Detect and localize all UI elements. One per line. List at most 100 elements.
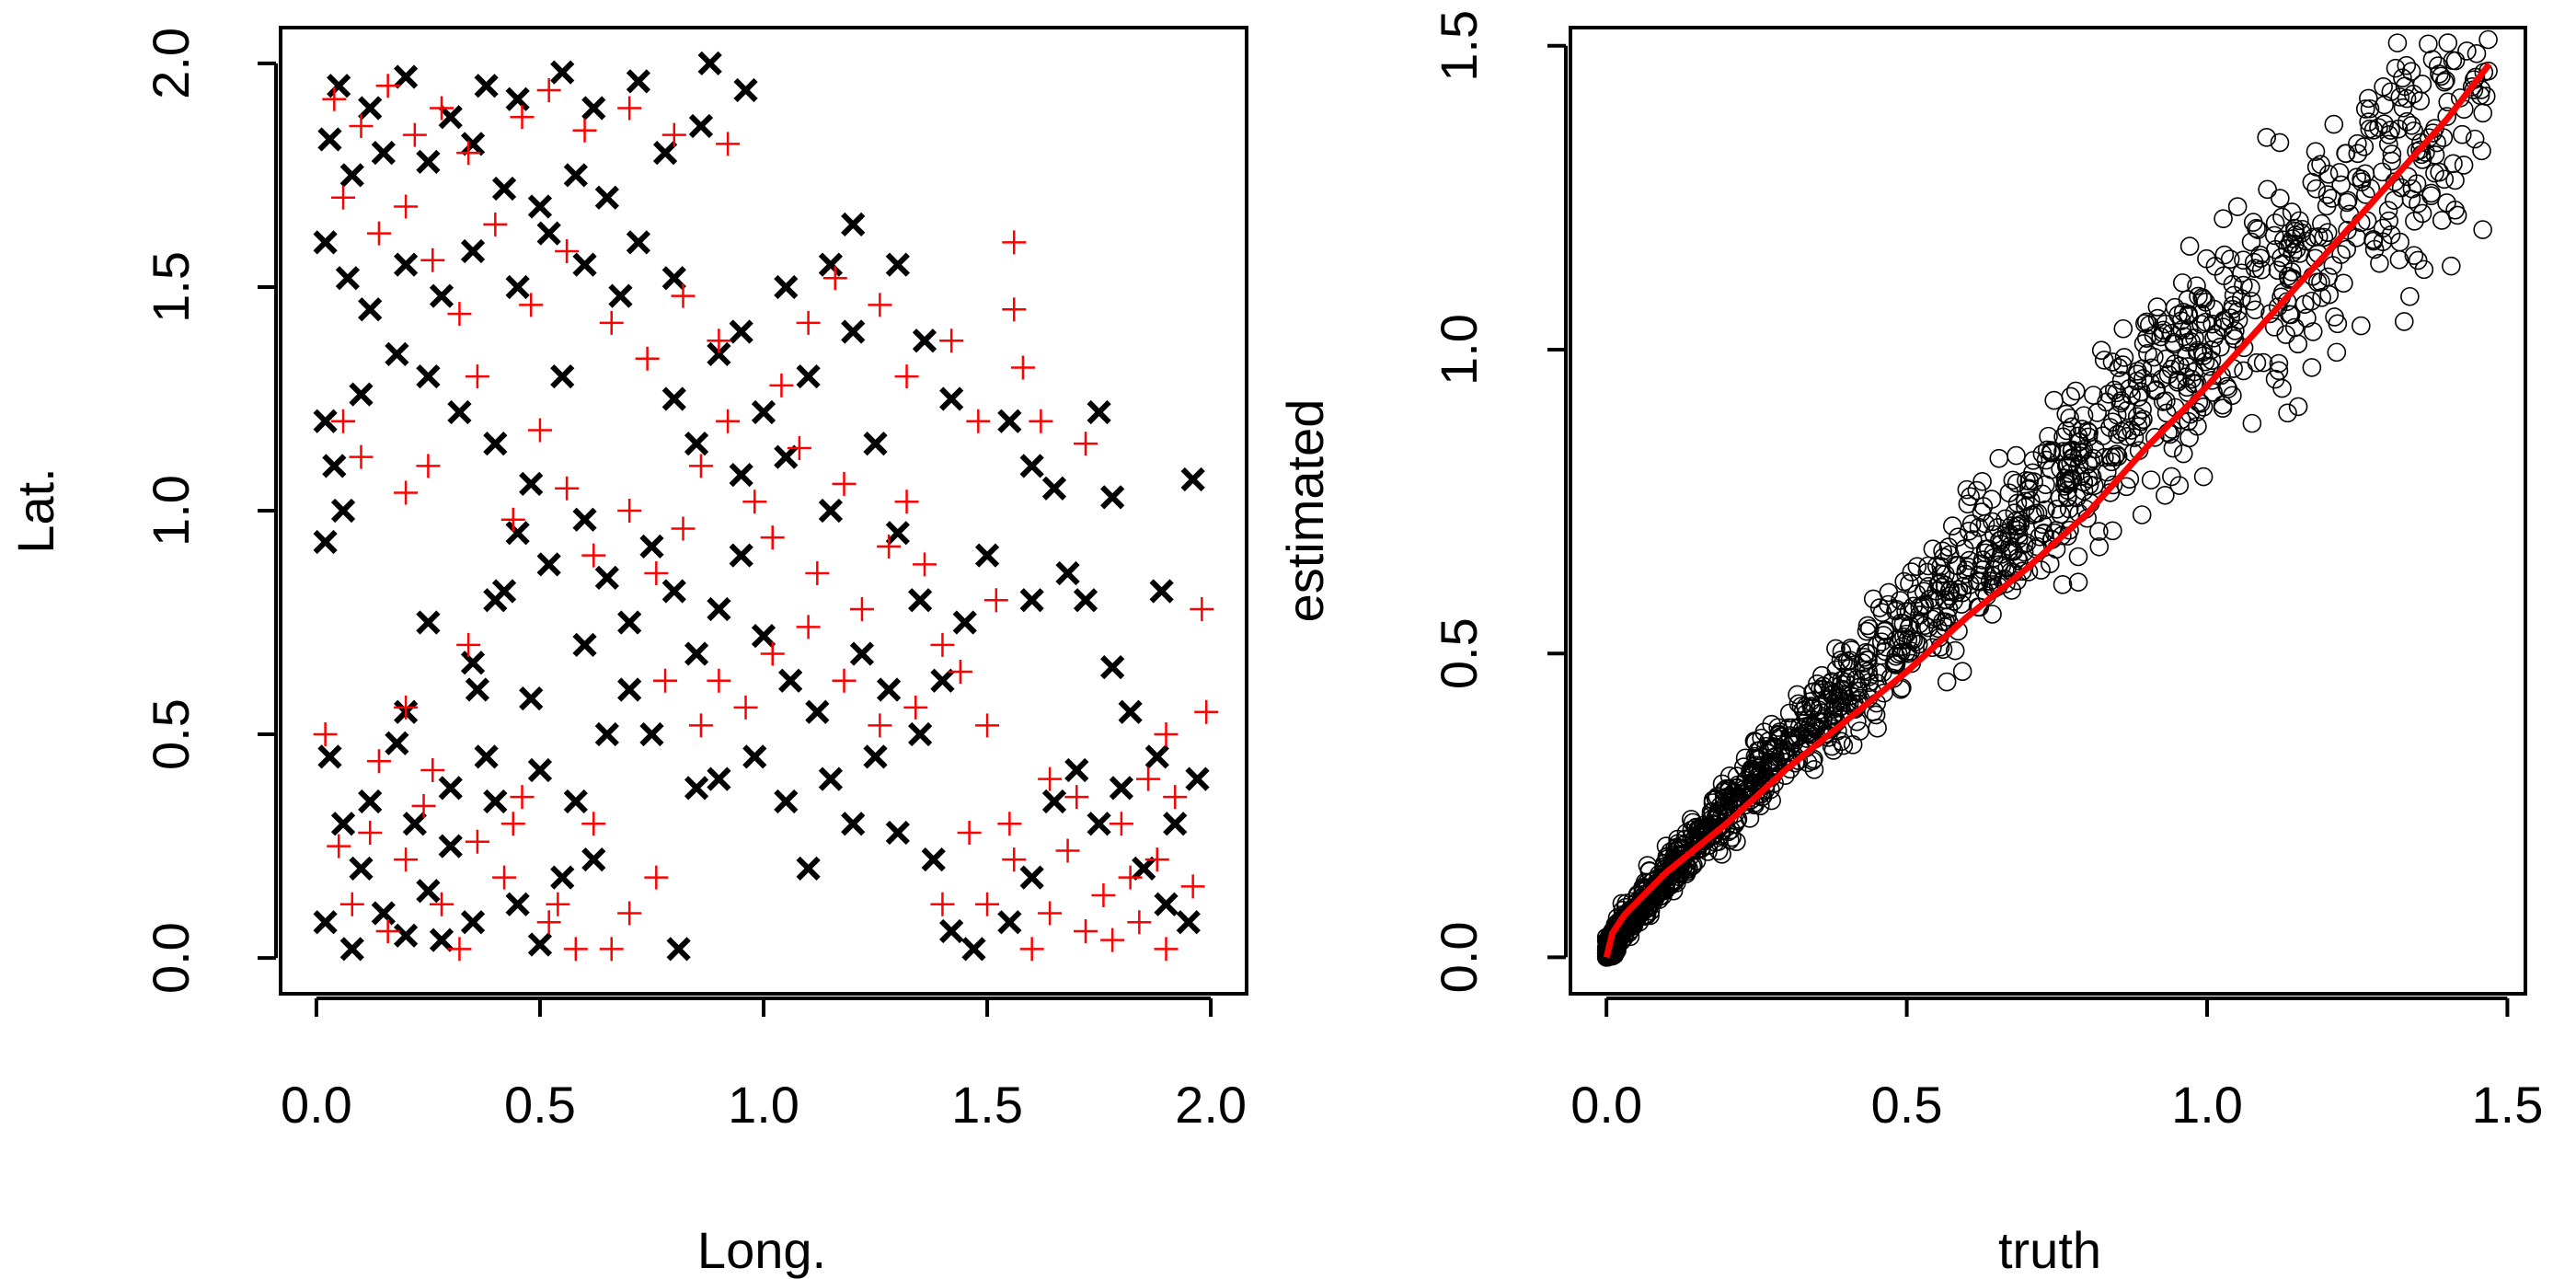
black-x-point: [1185, 766, 1210, 791]
circle-point: [1701, 806, 1721, 826]
circle-point: [2278, 403, 2297, 423]
circle-point: [2087, 403, 2107, 422]
left-x-tick-label: 1.0: [728, 1076, 799, 1134]
circle-point: [1989, 448, 2009, 468]
circle-point: [2211, 337, 2230, 357]
black-x-point: [483, 789, 508, 814]
black-x-point: [317, 744, 342, 769]
circle-point: [2073, 442, 2092, 462]
circle-point: [2079, 422, 2099, 443]
circle-point: [2336, 144, 2355, 163]
red-plus-point: [913, 552, 937, 577]
circle-point: [2173, 444, 2193, 464]
black-x-point: [912, 328, 937, 353]
circle-point: [2111, 421, 2132, 442]
circle-point: [1687, 835, 1708, 856]
red-plus-point: [1038, 766, 1063, 791]
black-x-point: [617, 677, 642, 702]
black-x-point: [751, 623, 776, 649]
circle-point: [2202, 371, 2222, 390]
circle-point: [1719, 797, 1739, 816]
circle-point: [1972, 471, 1992, 491]
circle-point: [2478, 29, 2498, 50]
circle-point: [1928, 618, 1948, 639]
circle-point: [2337, 239, 2356, 259]
circle-point: [2283, 243, 2303, 263]
red-plus-point: [1144, 847, 1169, 872]
right-marks: [1596, 29, 2498, 967]
red-plus-point: [849, 596, 874, 621]
black-x-point: [349, 382, 374, 407]
circle-point: [2114, 348, 2134, 367]
circle-point: [2112, 355, 2133, 374]
circle-point: [1996, 574, 2016, 593]
red-plus-point: [375, 918, 400, 943]
right-y-tick-label: 0.0: [1430, 921, 1488, 993]
circle-point: [2242, 413, 2262, 433]
left-y-tick-label: 0.5: [142, 698, 200, 770]
circle-point: [2282, 202, 2302, 222]
black-x-point: [1019, 865, 1044, 890]
circle-point: [2447, 205, 2467, 225]
black-x-point: [841, 812, 866, 836]
circle-point: [2436, 70, 2455, 90]
black-x-point: [1055, 560, 1080, 586]
circle-point: [1859, 619, 1880, 639]
circle-point: [1874, 683, 1893, 703]
circle-point: [2428, 56, 2448, 75]
circle-point: [2386, 58, 2406, 78]
circle-point: [1708, 841, 1729, 860]
black-x-point: [939, 918, 964, 944]
red-plus-point: [510, 785, 535, 810]
black-x-point: [438, 834, 463, 858]
circle-point: [2276, 325, 2295, 344]
red-plus-point: [1127, 910, 1152, 935]
black-x-point: [796, 856, 821, 881]
circle-point: [2098, 462, 2117, 482]
red-plus-point: [1154, 722, 1179, 747]
circle-point: [2325, 307, 2344, 327]
black-x-point: [939, 386, 964, 411]
circle-point: [2179, 305, 2199, 324]
circle-point: [2174, 327, 2194, 347]
circle-point: [2170, 356, 2191, 376]
circle-point: [1923, 539, 1943, 559]
circle-point: [1804, 760, 1824, 779]
circle-point: [1975, 543, 1995, 563]
circle-point: [2234, 250, 2253, 270]
circle-point: [2445, 51, 2466, 71]
red-plus-point: [456, 632, 481, 657]
circle-point: [2334, 273, 2353, 294]
circle-point: [1822, 685, 1842, 705]
circle-point: [1931, 557, 1950, 576]
black-x-point: [930, 668, 955, 693]
circle-point: [2044, 390, 2064, 410]
black-x-point: [1019, 588, 1044, 613]
left-marks: [313, 51, 1219, 962]
circle-point: [1657, 847, 1677, 867]
circle-point: [2467, 43, 2487, 63]
black-x-point: [684, 431, 709, 456]
circle-point: [2385, 190, 2404, 210]
black-x-point: [661, 579, 686, 604]
circle-point: [2388, 119, 2409, 139]
circle-point: [2205, 257, 2225, 276]
circle-point: [2407, 142, 2426, 161]
circle-point: [2003, 470, 2023, 490]
black-x-point: [774, 789, 799, 814]
circle-point: [2387, 33, 2408, 52]
circle-point: [2381, 82, 2401, 101]
black-x-point: [863, 431, 888, 456]
right-plot-frame: [1569, 26, 2527, 996]
circle-point: [1938, 537, 1959, 557]
red-plus-point: [327, 834, 351, 858]
circle-point: [2188, 416, 2207, 436]
circle-point: [2400, 286, 2420, 306]
circle-point: [2177, 377, 2197, 398]
circle-point: [2390, 87, 2410, 107]
circle-point: [1798, 710, 1817, 730]
circle-point: [2074, 481, 2094, 501]
circle-point: [2147, 308, 2168, 328]
left-x-tick-label: 0.5: [504, 1076, 576, 1134]
black-x-point: [751, 399, 776, 425]
